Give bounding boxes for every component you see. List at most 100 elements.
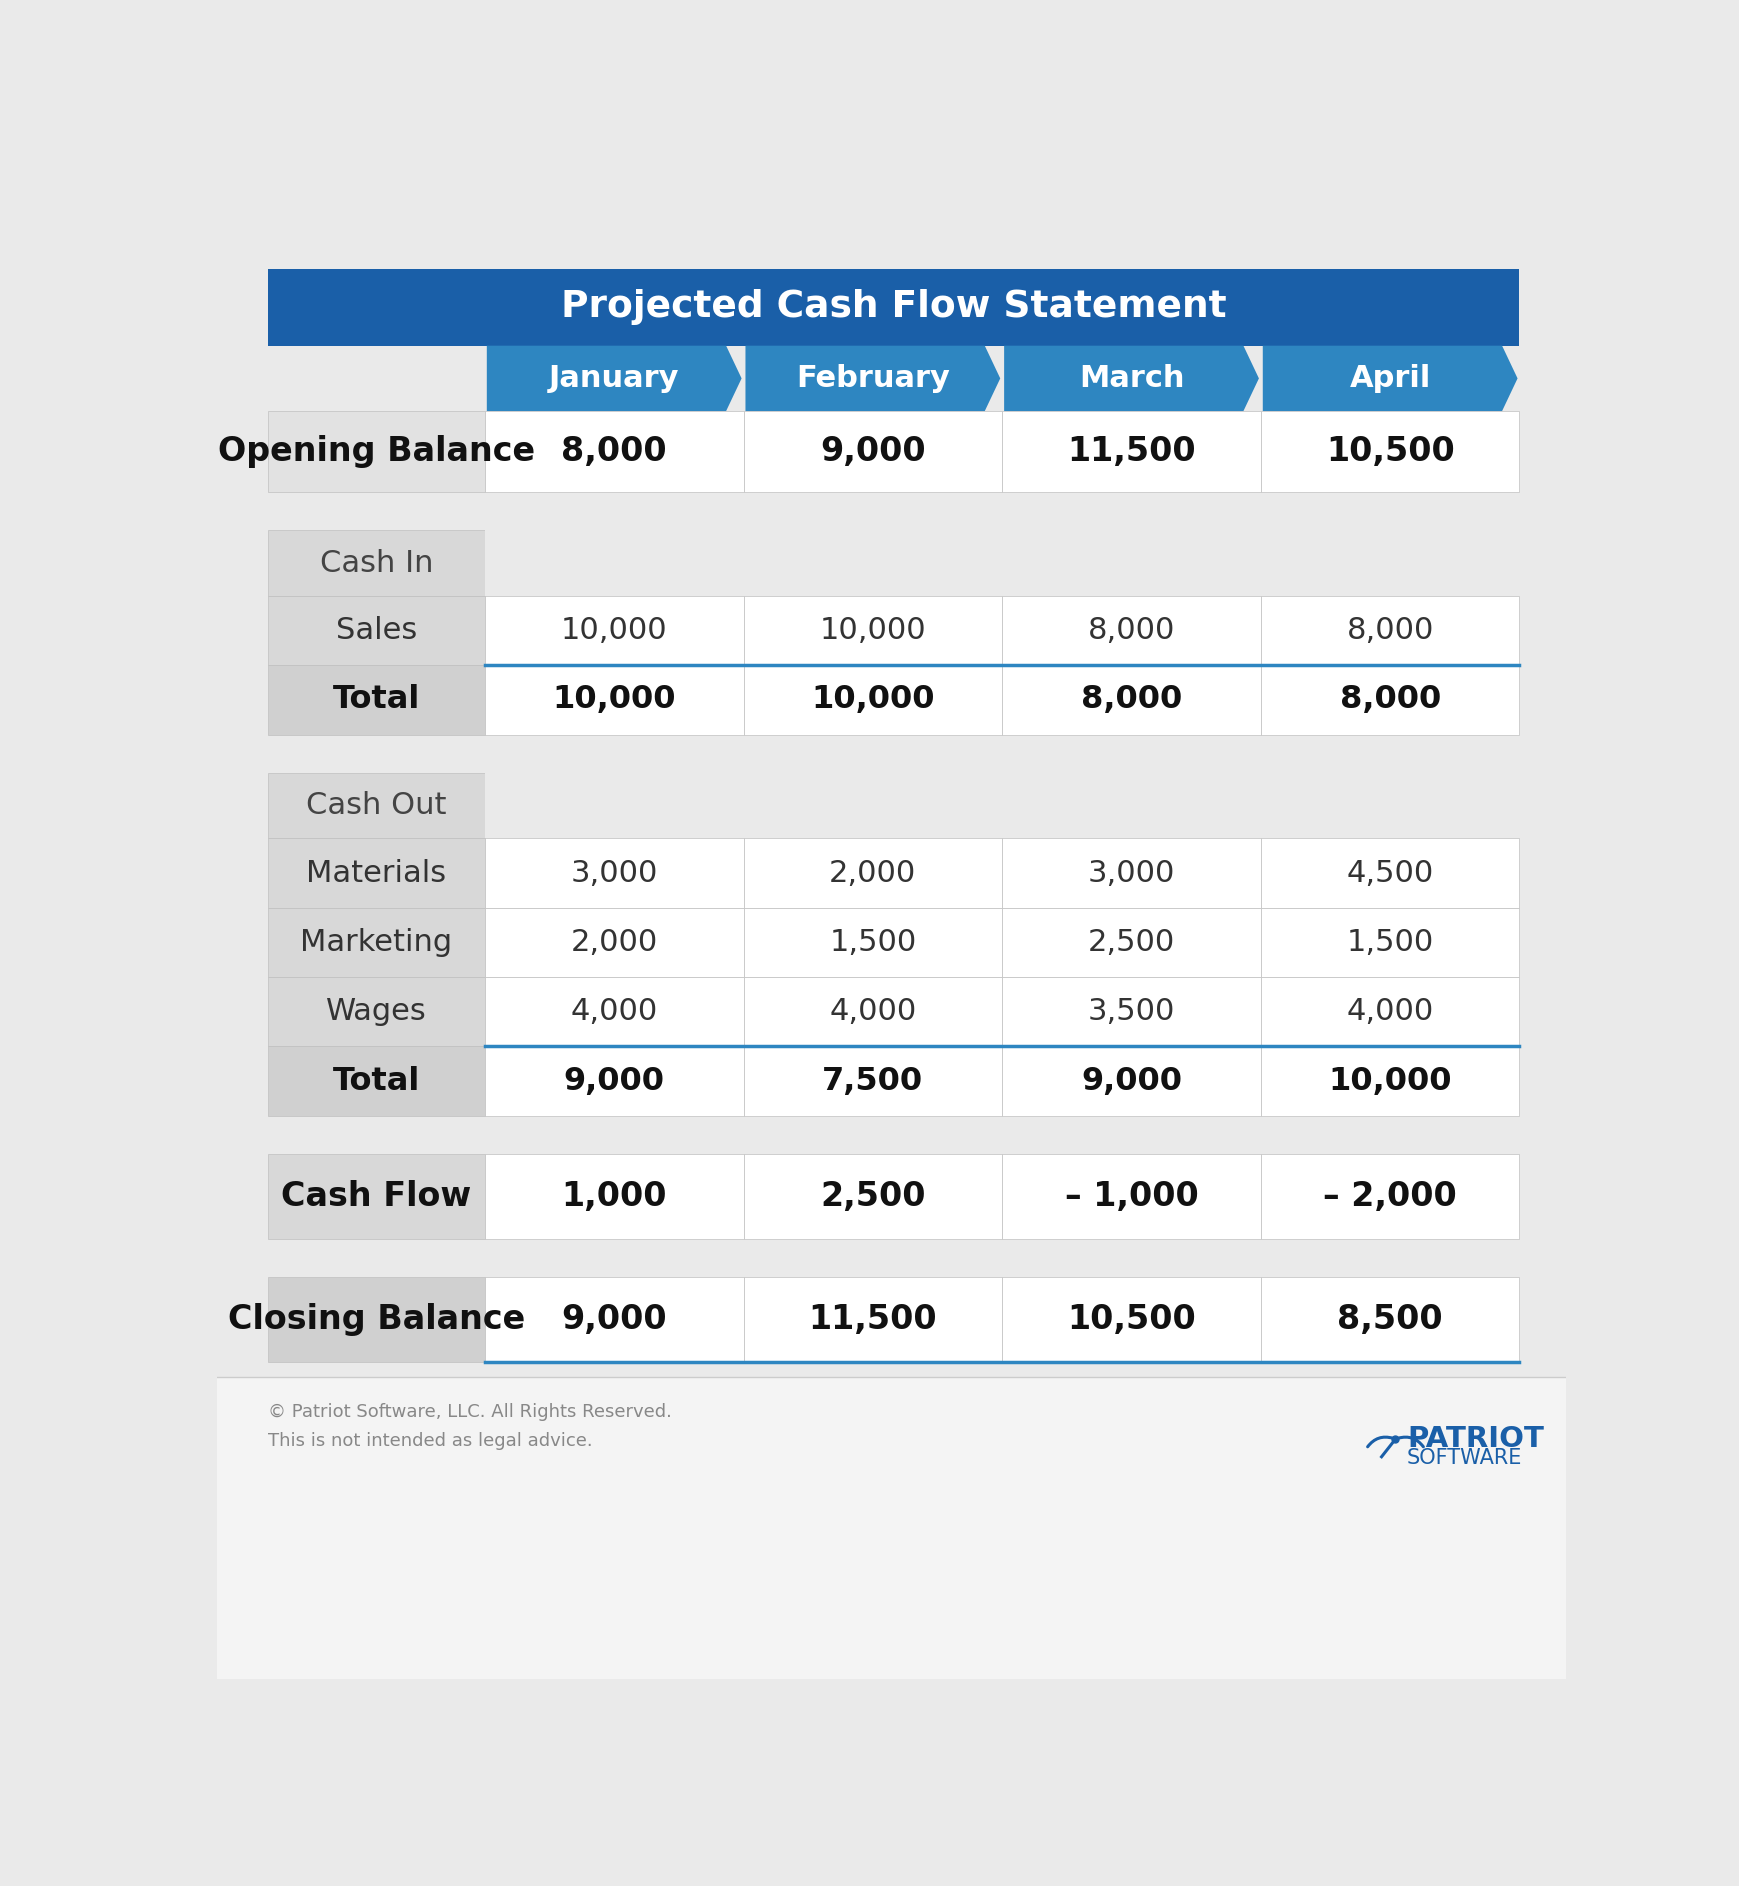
Bar xyxy=(743,1047,1002,1117)
Text: 8,000: 8,000 xyxy=(562,436,666,468)
Bar xyxy=(1002,977,1261,1047)
Text: Closing Balance: Closing Balance xyxy=(228,1303,525,1335)
Bar xyxy=(268,839,485,907)
Text: 10,500: 10,500 xyxy=(1325,436,1454,468)
Bar xyxy=(1002,411,1261,492)
Bar xyxy=(743,1154,1002,1239)
Text: 2,500: 2,500 xyxy=(1087,928,1174,956)
Bar xyxy=(1261,1277,1518,1362)
Bar xyxy=(485,666,743,734)
Text: Projected Cash Flow Statement: Projected Cash Flow Statement xyxy=(560,289,1226,324)
Bar xyxy=(485,411,743,492)
Bar xyxy=(1002,839,1261,907)
Text: 4,500: 4,500 xyxy=(1346,858,1433,888)
Bar xyxy=(1002,907,1261,977)
Bar xyxy=(268,666,485,734)
Text: Materials: Materials xyxy=(306,858,447,888)
Text: 10,000: 10,000 xyxy=(810,685,934,715)
Text: 4,000: 4,000 xyxy=(1346,998,1433,1026)
Text: 11,500: 11,500 xyxy=(809,1303,937,1335)
Bar xyxy=(485,839,743,907)
Text: 10,500: 10,500 xyxy=(1066,1303,1195,1335)
Bar xyxy=(485,530,1518,596)
Bar xyxy=(217,1377,1565,1679)
Bar xyxy=(485,977,743,1047)
Text: 10,000: 10,000 xyxy=(1327,1066,1450,1096)
Text: 2,000: 2,000 xyxy=(570,928,657,956)
Polygon shape xyxy=(744,345,1000,411)
Bar xyxy=(268,977,485,1047)
Text: 7,500: 7,500 xyxy=(823,1066,923,1096)
Text: 8,500: 8,500 xyxy=(1337,1303,1442,1335)
Bar xyxy=(1261,596,1518,666)
Bar xyxy=(743,977,1002,1047)
Bar xyxy=(268,907,485,977)
Polygon shape xyxy=(1263,345,1516,411)
Text: 8,000: 8,000 xyxy=(1339,685,1440,715)
Text: 10,000: 10,000 xyxy=(553,685,675,715)
Bar xyxy=(1261,1154,1518,1239)
Text: Cash Out: Cash Out xyxy=(306,792,447,820)
Text: 8,000: 8,000 xyxy=(1346,617,1433,645)
Bar xyxy=(1002,666,1261,734)
Text: 2,500: 2,500 xyxy=(819,1181,925,1213)
Text: 1,000: 1,000 xyxy=(562,1181,666,1213)
Text: 9,000: 9,000 xyxy=(1080,1066,1181,1096)
Text: March: March xyxy=(1078,364,1184,392)
Text: – 2,000: – 2,000 xyxy=(1323,1181,1456,1213)
Text: 2,000: 2,000 xyxy=(830,858,916,888)
Bar xyxy=(1261,977,1518,1047)
Text: Total: Total xyxy=(332,1066,419,1096)
Bar xyxy=(743,907,1002,977)
Text: 3,500: 3,500 xyxy=(1087,998,1174,1026)
Bar xyxy=(1261,1047,1518,1117)
Text: 1,500: 1,500 xyxy=(1346,928,1433,956)
Text: Opening Balance: Opening Balance xyxy=(217,436,534,468)
Bar xyxy=(268,596,485,666)
Text: 8,000: 8,000 xyxy=(1080,685,1181,715)
Bar xyxy=(268,1047,485,1117)
Bar xyxy=(485,1277,743,1362)
Bar xyxy=(268,268,1518,345)
Bar xyxy=(1002,1047,1261,1117)
Text: 4,000: 4,000 xyxy=(830,998,916,1026)
Text: SOFTWARE: SOFTWARE xyxy=(1407,1448,1522,1469)
Text: 9,000: 9,000 xyxy=(563,1066,664,1096)
Text: 3,000: 3,000 xyxy=(1087,858,1174,888)
Bar xyxy=(485,596,743,666)
Bar xyxy=(485,907,743,977)
Bar xyxy=(485,1047,743,1117)
Text: 10,000: 10,000 xyxy=(560,617,668,645)
Text: Cash Flow: Cash Flow xyxy=(282,1181,471,1213)
Bar xyxy=(268,411,485,492)
Bar xyxy=(743,839,1002,907)
Text: January: January xyxy=(548,364,678,392)
Text: Sales: Sales xyxy=(336,617,417,645)
Text: 4,000: 4,000 xyxy=(570,998,657,1026)
Polygon shape xyxy=(487,345,741,411)
Bar xyxy=(268,1277,485,1362)
Bar xyxy=(1261,411,1518,492)
Bar xyxy=(268,1154,485,1239)
Bar xyxy=(1002,1277,1261,1362)
Bar xyxy=(1261,839,1518,907)
Polygon shape xyxy=(1003,345,1259,411)
Text: 8,000: 8,000 xyxy=(1087,617,1174,645)
Text: 9,000: 9,000 xyxy=(562,1303,666,1335)
Bar xyxy=(268,530,485,596)
Text: Wages: Wages xyxy=(325,998,426,1026)
Bar xyxy=(485,773,1518,839)
Text: © Patriot Software, LLC. All Rights Reserved.: © Patriot Software, LLC. All Rights Rese… xyxy=(268,1403,671,1422)
Text: Total: Total xyxy=(332,685,419,715)
Bar xyxy=(485,1154,743,1239)
Text: PATRIOT: PATRIOT xyxy=(1407,1426,1542,1452)
Text: February: February xyxy=(795,364,949,392)
Text: 9,000: 9,000 xyxy=(819,436,925,468)
Bar xyxy=(743,1277,1002,1362)
Text: 10,000: 10,000 xyxy=(819,617,925,645)
Bar xyxy=(1261,666,1518,734)
Bar xyxy=(268,773,485,839)
Text: 1,500: 1,500 xyxy=(830,928,916,956)
Bar xyxy=(1002,596,1261,666)
Bar xyxy=(1261,907,1518,977)
